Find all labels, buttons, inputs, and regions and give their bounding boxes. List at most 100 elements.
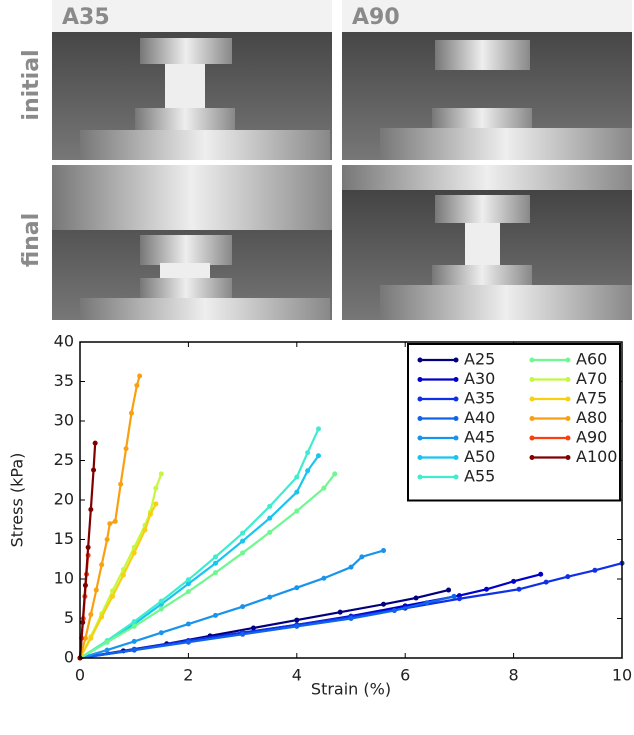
- data-point: [565, 574, 571, 580]
- legend-swatch: [565, 396, 571, 402]
- data-point: [315, 426, 321, 432]
- data-point: [104, 537, 110, 542]
- data-point: [142, 527, 148, 533]
- data-point: [250, 625, 256, 631]
- legend-swatch: [453, 474, 459, 480]
- legend-swatch: [453, 416, 459, 421]
- data-point: [337, 609, 343, 615]
- legend-swatch: [453, 377, 459, 382]
- legend-label: A80: [576, 408, 607, 427]
- data-point: [294, 623, 300, 629]
- legend-swatch: [453, 396, 459, 402]
- data-point: [413, 595, 419, 601]
- data-point: [120, 572, 126, 578]
- data-point: [213, 560, 218, 566]
- legend-swatch: [417, 396, 423, 402]
- data-point: [185, 581, 191, 587]
- data-point: [456, 596, 462, 602]
- legend-swatch: [417, 435, 423, 441]
- legend-label: A30: [464, 369, 495, 388]
- data-point: [118, 481, 124, 487]
- data-point: [153, 485, 159, 491]
- data-point: [158, 630, 164, 636]
- y-tick-label: 25: [54, 450, 74, 469]
- data-point: [543, 579, 549, 585]
- legend-swatch: [529, 377, 535, 382]
- x-tick-label: 2: [183, 666, 193, 685]
- legend-swatch: [565, 357, 571, 363]
- legend-swatch: [565, 377, 571, 382]
- data-point: [348, 616, 354, 621]
- photo-left-final: [52, 165, 332, 320]
- legend-swatch: [453, 455, 459, 460]
- data-point: [240, 538, 246, 544]
- legend-swatch: [453, 435, 459, 441]
- y-axis-label: Stress (kPa): [8, 453, 27, 548]
- data-point: [131, 647, 137, 653]
- legend-box: [407, 343, 621, 502]
- data-point: [131, 623, 137, 629]
- legend-label: A90: [576, 428, 607, 447]
- data-point: [451, 593, 457, 599]
- data-point: [131, 619, 137, 625]
- legend-swatch: [453, 357, 459, 363]
- y-tick-label: 10: [54, 569, 74, 588]
- data-point: [391, 608, 397, 614]
- data-point: [267, 515, 273, 521]
- photo-left-initial: [52, 0, 332, 160]
- x-axis-label: Strain (%): [311, 680, 391, 699]
- data-point: [82, 635, 88, 641]
- data-point: [321, 485, 327, 491]
- data-point: [80, 619, 86, 625]
- data-point: [267, 594, 273, 600]
- data-point: [131, 550, 137, 556]
- photo-label: A90: [352, 5, 400, 30]
- data-point: [185, 639, 191, 645]
- data-point: [88, 635, 94, 641]
- data-point: [185, 621, 191, 627]
- legend-label: A25: [464, 350, 495, 369]
- legend-swatch: [529, 396, 535, 402]
- data-point: [213, 554, 218, 560]
- y-tick-label: 20: [54, 490, 74, 509]
- photo-label: A35: [62, 5, 110, 30]
- data-point: [104, 639, 110, 645]
- data-point: [107, 521, 113, 527]
- data-point: [153, 501, 159, 507]
- data-point: [158, 606, 164, 612]
- legend-swatch: [417, 377, 423, 382]
- data-point: [128, 410, 134, 416]
- x-tick-label: 0: [75, 666, 85, 685]
- data-point: [294, 474, 300, 480]
- data-point: [511, 578, 517, 584]
- data-point: [294, 508, 300, 514]
- legend-label: A100: [576, 447, 617, 466]
- y-tick-label: 35: [54, 371, 74, 390]
- row-label: final: [19, 213, 44, 267]
- data-point: [305, 468, 311, 474]
- legend-swatch: [529, 357, 535, 363]
- data-point: [359, 554, 365, 560]
- data-point: [131, 638, 137, 644]
- data-point: [315, 453, 321, 459]
- data-point: [267, 503, 273, 509]
- data-point: [137, 373, 143, 379]
- data-point: [93, 587, 99, 593]
- data-point: [321, 575, 327, 581]
- data-point: [240, 631, 246, 637]
- legend-swatch: [417, 416, 423, 421]
- legend-swatch: [565, 455, 571, 460]
- legend-swatch: [529, 435, 535, 441]
- y-tick-label: 40: [54, 332, 74, 351]
- data-point: [158, 471, 164, 477]
- data-point: [99, 562, 105, 568]
- data-point: [185, 589, 191, 595]
- data-point: [112, 518, 118, 524]
- data-point: [85, 544, 91, 550]
- data-point: [92, 440, 98, 446]
- data-point: [240, 550, 246, 556]
- legend-swatch: [565, 435, 571, 441]
- legend-label: A40: [464, 408, 495, 427]
- data-point: [82, 582, 88, 588]
